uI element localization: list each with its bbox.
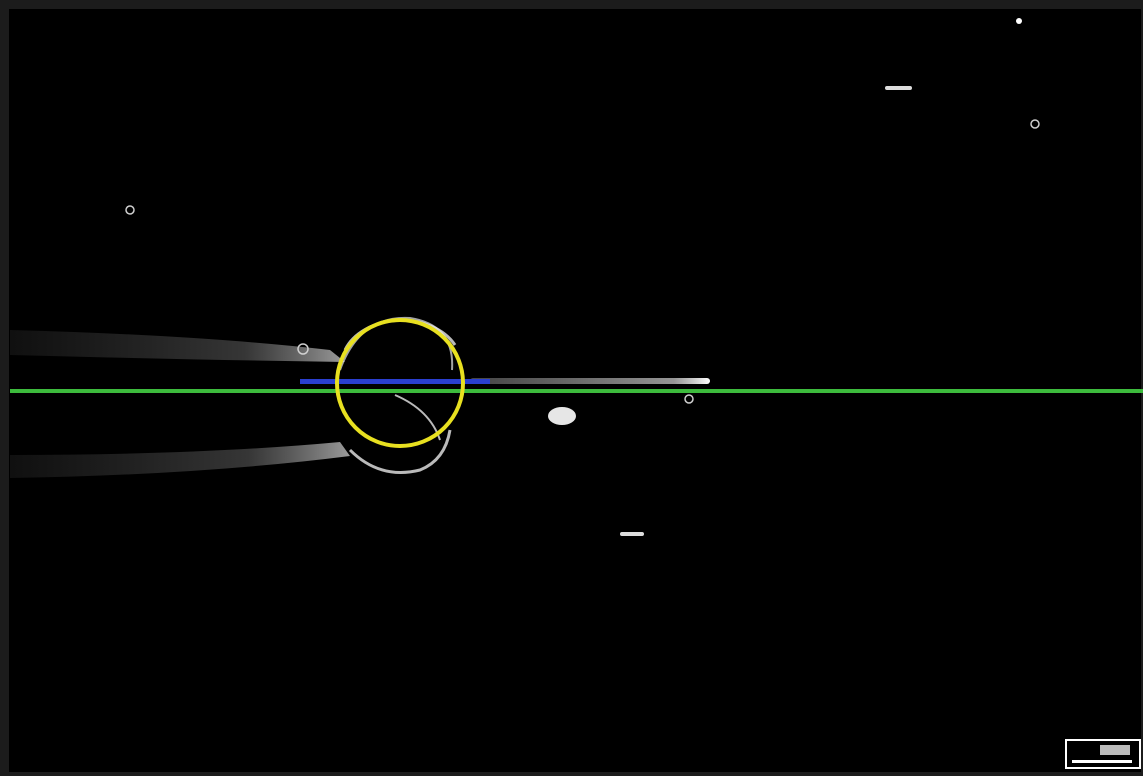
particles bbox=[125, 119, 1040, 404]
reference-line bbox=[10, 389, 1143, 393]
particle bbox=[1030, 119, 1040, 129]
pipette-lower bbox=[10, 442, 350, 478]
needle-trail bbox=[470, 378, 710, 384]
streak bbox=[620, 532, 644, 536]
debris bbox=[548, 407, 576, 425]
particle bbox=[1016, 18, 1022, 24]
pipette-upper bbox=[10, 330, 345, 362]
cell-outline-bottom bbox=[348, 429, 452, 474]
blue-marker bbox=[300, 379, 490, 384]
scale-bar-label bbox=[1100, 745, 1130, 755]
particle bbox=[125, 205, 135, 215]
particle bbox=[297, 343, 309, 355]
streak bbox=[885, 86, 912, 90]
particle bbox=[684, 394, 694, 404]
target-circle bbox=[335, 318, 465, 448]
scale-bar bbox=[1072, 760, 1132, 763]
